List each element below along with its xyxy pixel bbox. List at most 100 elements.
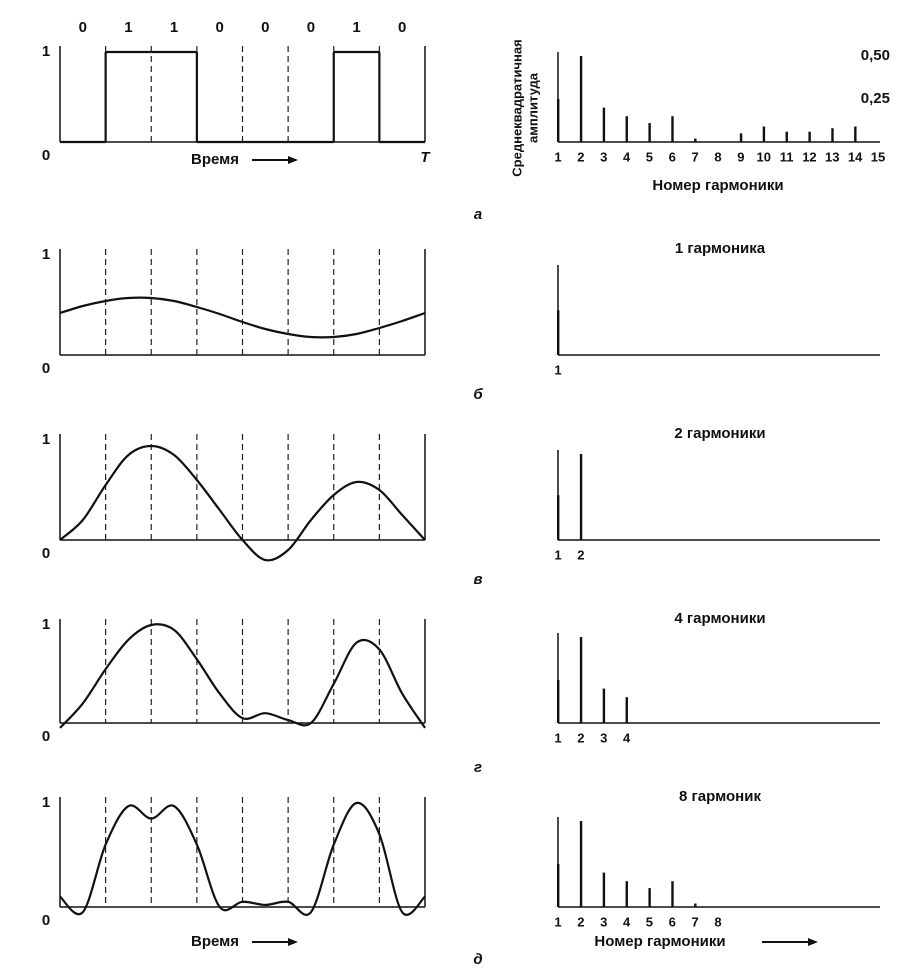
harmonic-bar — [785, 131, 788, 142]
x-tick-label: 6 — [669, 914, 676, 929]
harmonic-bar — [831, 128, 834, 142]
x-tick-label: 5 — [646, 149, 653, 164]
x-tick-label: 8 — [714, 149, 721, 164]
y-axis-label: Среднеквадратичная — [509, 39, 524, 176]
x-tick-label: 1 — [554, 730, 561, 745]
bit-label: 1 — [170, 19, 178, 36]
harmonic-bar — [557, 864, 560, 907]
x-tick-label: 12 — [802, 149, 816, 164]
bit-label: 1 — [352, 19, 360, 36]
signal-curve — [59, 444, 426, 562]
arrow-head — [288, 156, 298, 164]
harmonic-bar — [602, 688, 606, 723]
x-tick-label: 1 — [554, 914, 561, 929]
x-tick-label: 2 — [577, 730, 584, 745]
x-tick-label: 8 — [714, 914, 721, 929]
x-axis-label: Время — [191, 933, 239, 950]
y-tick-label: 0 — [42, 728, 50, 745]
harmonic-bar — [579, 637, 583, 723]
x-tick-label: 10 — [756, 149, 770, 164]
x-axis-label: Номер гармоники — [594, 933, 725, 950]
harmonic-bar — [648, 888, 651, 907]
panel-label: б — [473, 386, 483, 403]
harmonic-bar — [579, 454, 583, 540]
arrow-head — [808, 938, 818, 946]
x-tick-label: T — [420, 149, 431, 166]
bit-label: 0 — [398, 19, 406, 36]
y-tick-label: 1 — [42, 616, 50, 633]
y-tick-label: 0,25 — [861, 90, 890, 107]
bit-label: 0 — [307, 19, 315, 36]
harmonic-bar — [671, 881, 674, 907]
harmonic-bar — [557, 99, 560, 142]
x-tick-label: 6 — [669, 149, 676, 164]
x-axis-label: Номер гармоники — [652, 177, 783, 194]
x-tick-label: 2 — [577, 914, 584, 929]
y-tick-label: 1 — [42, 43, 50, 60]
x-tick-label: 4 — [623, 149, 631, 164]
bit-label: 1 — [124, 19, 132, 36]
harmonic-bar — [557, 310, 560, 355]
y-tick-label: 1 — [42, 246, 50, 263]
harmonic-bar — [602, 107, 606, 142]
y-tick-label: 1 — [42, 794, 50, 811]
panel-label: д — [473, 951, 482, 968]
x-tick-label: 3 — [600, 914, 607, 929]
signal-curve — [59, 623, 426, 729]
chart-title: 1 гармоника — [675, 240, 766, 257]
harmonic-bar — [808, 131, 811, 142]
x-tick-label: 7 — [692, 149, 699, 164]
y-tick-label: 0 — [42, 545, 50, 562]
x-tick-label: 11 — [780, 149, 794, 164]
signal-curve — [59, 296, 426, 339]
x-tick-label: 2 — [577, 149, 584, 164]
x-tick-label: 13 — [825, 149, 839, 164]
chart-title: 2 гармоники — [674, 425, 765, 442]
harmonic-bar — [671, 116, 674, 142]
harmonic-bar — [648, 123, 651, 142]
y-tick-label: 0 — [42, 912, 50, 929]
y-tick-label: 0 — [42, 360, 50, 377]
harmonic-bar — [557, 680, 560, 723]
x-tick-label: 9 — [737, 149, 744, 164]
x-tick-label: 3 — [600, 730, 607, 745]
y-tick-label: 0,50 — [861, 47, 890, 64]
x-tick-label: 1 — [554, 547, 561, 562]
y-axis-label: амплитуда — [525, 72, 540, 143]
x-tick-label: 2 — [577, 547, 584, 562]
panel-label: а — [474, 206, 482, 223]
harmonic-bar — [739, 133, 743, 142]
panel-label: г — [474, 759, 482, 776]
x-axis-label: Время — [191, 151, 239, 168]
x-tick-label: 3 — [600, 149, 607, 164]
harmonic-bar — [625, 697, 628, 723]
chart-title: 8 гармоник — [679, 788, 761, 805]
harmonic-bar — [625, 116, 628, 142]
chart-title: 4 гармоники — [674, 610, 765, 627]
bit-label: 0 — [216, 19, 224, 36]
x-tick-label: 4 — [623, 914, 631, 929]
x-tick-label: 4 — [623, 730, 631, 745]
panel-label: в — [473, 571, 482, 588]
harmonic-bar — [694, 903, 697, 907]
x-tick-label: 1 — [554, 149, 561, 164]
x-tick-label: 1 — [554, 362, 561, 377]
signal-curve — [59, 801, 426, 916]
harmonic-bar — [602, 872, 606, 907]
harmonic-bar — [579, 821, 583, 907]
x-tick-label: 14 — [848, 149, 863, 164]
harmonic-bar — [557, 495, 560, 540]
harmonic-bar — [579, 56, 583, 142]
harmonic-bar — [694, 138, 697, 142]
harmonic-bar — [854, 126, 857, 142]
bit-label: 0 — [79, 19, 87, 36]
x-tick-label: 7 — [692, 914, 699, 929]
arrow-head — [288, 938, 298, 946]
y-tick-label: 1 — [42, 431, 50, 448]
x-tick-label: 15 — [871, 149, 885, 164]
harmonic-bar — [762, 126, 766, 142]
x-tick-label: 5 — [646, 914, 653, 929]
bit-label: 0 — [261, 19, 269, 36]
y-tick-label: 0 — [42, 147, 50, 164]
